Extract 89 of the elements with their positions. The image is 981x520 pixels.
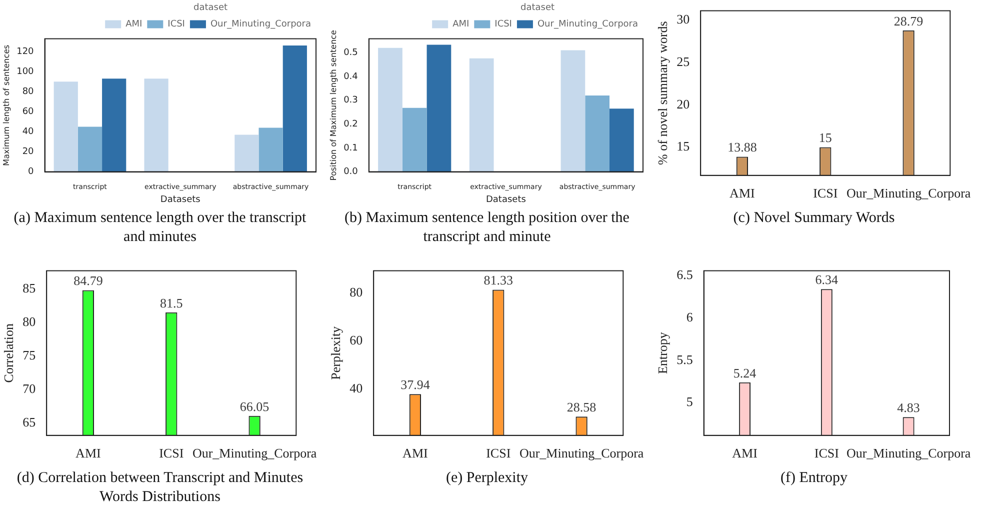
y-axis-title: Entropy [655, 332, 670, 374]
bar [560, 50, 586, 172]
y-axis-title: Correlation [1, 323, 16, 383]
text: (f) Entropy [779, 469, 849, 488]
y-tick-label: 75 [22, 347, 36, 362]
legend-label: AMI [452, 20, 470, 30]
y-tick-label: 40 [350, 380, 363, 396]
y-tick-label: 60 [350, 332, 363, 348]
y-axis-title: Position of Maximum length sentence [328, 30, 338, 181]
data-label: 28.79 [894, 13, 924, 28]
y-tick-label: 25 [676, 54, 690, 69]
data-label: 28.58 [566, 400, 596, 415]
y-tick-label: 0.3 [344, 96, 358, 106]
y-tick-label: 30 [676, 12, 690, 27]
bar [102, 78, 126, 172]
data-label: 6.34 [815, 272, 839, 288]
y-axis-title: % of novel summary words [655, 21, 670, 165]
y-axis-title: Maximum length of sentences [2, 44, 11, 166]
y-tick-label: 5 [686, 394, 693, 410]
text: (a) Maximum sentence length over the transcript and minutes [12, 209, 308, 247]
y-tick-label: 80 [350, 284, 363, 300]
data-label: 81.33 [484, 272, 513, 288]
text: (b) Maximum sentence length position over the transcript and minute [344, 209, 630, 247]
y-tick-label: 20 [676, 96, 690, 112]
legend-label: Our_Minuting_Corpora [537, 20, 638, 30]
text: (d) Correlation between Transcript and Minutes Words Distributions [16, 469, 304, 507]
x-tick-label: ICSI [486, 446, 511, 461]
y-axis-title: Perplexity [328, 326, 344, 380]
y-tick-label: 0.4 [344, 72, 358, 82]
bar [144, 78, 168, 172]
x-tick-label: Our_Minuting_Corpora [519, 446, 644, 461]
y-tick-label: 70 [22, 380, 36, 396]
y-tick-label: 6 [686, 309, 694, 324]
bar [610, 108, 634, 172]
x-tick-label: AMI [76, 446, 101, 461]
x-tick-label: Our_Minuting_Corpora [846, 446, 971, 461]
data-label: 15 [818, 130, 832, 146]
y-tick-label: 0.1 [344, 143, 358, 154]
legend-title: dataset [194, 2, 228, 13]
bar [469, 58, 494, 172]
text: (c) Novel Summary Words [732, 209, 896, 228]
x-tick-label: AMI [402, 446, 428, 461]
bar [402, 108, 427, 172]
y-tick-label: 0.5 [344, 48, 358, 58]
legend-label: AMI [126, 20, 142, 30]
y-tick-label: 100 [16, 66, 34, 77]
text: (e) Perplexity [444, 469, 530, 488]
y-tick-label: 80 [22, 314, 36, 329]
bar [54, 82, 78, 172]
y-tick-label: 0.2 [344, 119, 358, 130]
bar [258, 128, 283, 172]
y-tick-label: 0.0 [344, 167, 358, 178]
bar [78, 126, 102, 172]
y-tick-label: 60 [22, 107, 34, 118]
data-label: 4.83 [897, 400, 920, 416]
y-tick-label: 80 [22, 86, 34, 97]
y-tick-label: 120 [16, 46, 34, 57]
y-tick-label: 15 [676, 138, 690, 154]
x-tick-label: Our_Minuting_Corpora [846, 186, 971, 201]
legend-label: ICSI [494, 20, 512, 30]
x-tick-label: ICSI [159, 446, 184, 461]
bar [282, 46, 307, 172]
y-tick-label: 0 [28, 167, 34, 178]
x-axis-title: Datasets [160, 194, 201, 205]
legend-label: ICSI [168, 20, 185, 30]
bar [426, 44, 452, 172]
y-tick-label: 20 [22, 147, 34, 158]
x-tick-label: Our_Minuting_Corpora [192, 446, 317, 461]
bar [378, 48, 402, 172]
data-label: 37.94 [400, 377, 430, 392]
data-label: 13.88 [728, 140, 757, 155]
bar [585, 96, 610, 172]
x-tick-label: ICSI [813, 186, 838, 201]
y-tick-label: 85 [22, 280, 36, 296]
legend-title: dataset [520, 2, 556, 13]
data-label: 66.05 [240, 398, 270, 414]
y-tick-label: 5.5 [676, 352, 693, 367]
x-tick-label: ICSI [814, 446, 839, 461]
bar [234, 134, 259, 172]
x-axis-title: Datasets [486, 194, 526, 205]
x-tick-label: AMI [732, 446, 758, 461]
y-tick-label: 6.5 [676, 267, 693, 282]
legend-label: Our_Minuting_Corpora [210, 20, 312, 30]
data-label: 81.5 [160, 295, 183, 310]
y-tick-label: 65 [22, 414, 36, 430]
data-label: 84.79 [74, 273, 103, 288]
y-tick-label: 40 [22, 127, 34, 138]
x-tick-label: AMI [730, 186, 755, 201]
data-label: 5.24 [733, 365, 757, 380]
